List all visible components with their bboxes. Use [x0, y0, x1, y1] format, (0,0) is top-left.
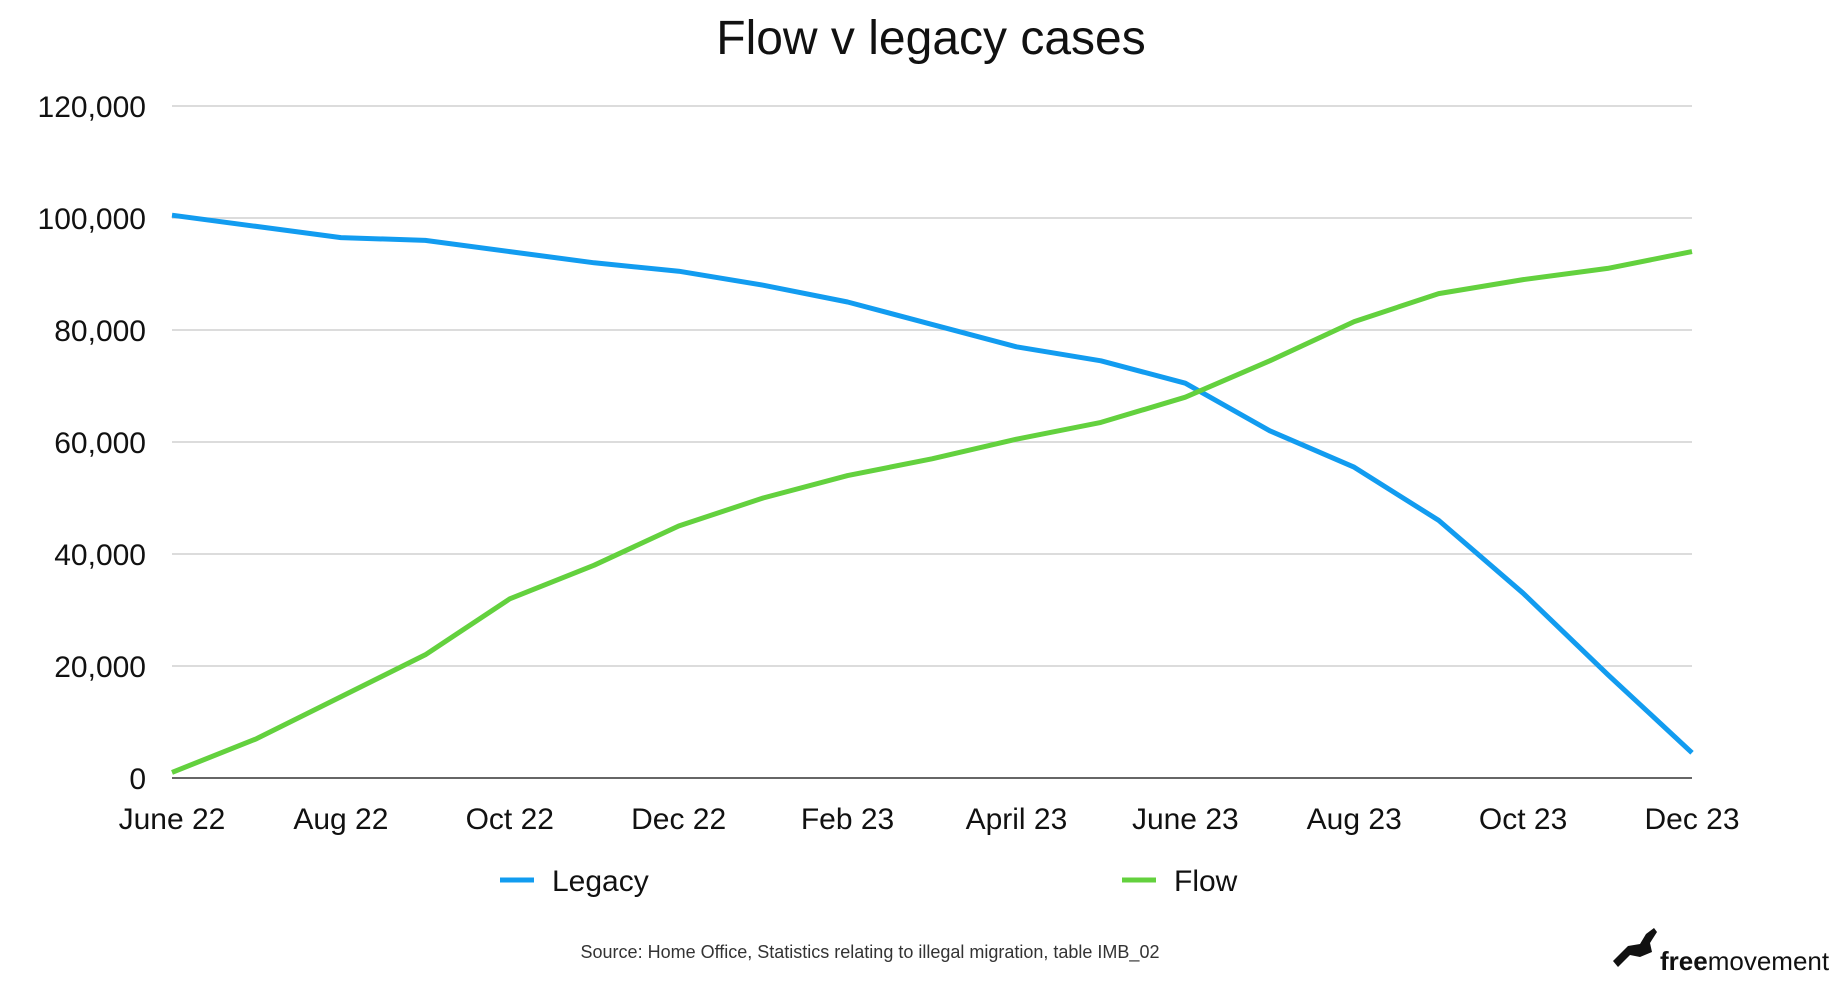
x-axis: June 22 Aug 22 Oct 22 Dec 22 Feb 23 April 23 J… — [119, 803, 1740, 836]
x-tick-label: June 23 — [1132, 803, 1239, 836]
x-tick-label: Oct 23 — [1479, 803, 1567, 836]
x-tick-label: Aug 22 — [293, 803, 388, 836]
y-tick-label: 120,000 — [38, 91, 146, 124]
legend-label: Legacy — [552, 865, 649, 898]
y-tick-label: 40,000 — [54, 539, 146, 572]
logo-text: freemovement — [1660, 946, 1830, 976]
y-tick-label: 80,000 — [54, 315, 146, 348]
series-line-flow — [171, 249, 1693, 775]
y-tick-label: 20,000 — [54, 651, 146, 684]
x-tick-label: April 23 — [966, 803, 1068, 836]
y-tick-label: 0 — [129, 763, 146, 796]
y-tick-label: 100,000 — [38, 203, 146, 236]
chart-title: Flow v legacy cases — [716, 12, 1146, 65]
x-tick-label: Dec 23 — [1644, 803, 1739, 836]
series-lines — [171, 212, 1694, 775]
logo-text-bold: free — [1660, 946, 1708, 976]
y-axis: 0 20,000 40,000 60,000 80,000 100,000 120,000 — [38, 91, 146, 796]
source-note: Source: Home Office, Statistics relating… — [581, 942, 1160, 963]
x-tick-label: Feb 23 — [801, 803, 894, 836]
x-tick-label: Aug 23 — [1307, 803, 1402, 836]
legend-item-legacy: Legacy — [500, 865, 649, 898]
legend: Legacy Flow — [500, 865, 1238, 898]
x-tick-label: June 22 — [119, 803, 226, 836]
legend-item-flow: Flow — [1122, 865, 1238, 898]
series-line-legacy — [171, 212, 1694, 755]
y-tick-label: 60,000 — [54, 427, 146, 460]
grid-lines — [172, 105, 1692, 779]
bird-icon — [1613, 928, 1657, 967]
x-tick-label: Dec 22 — [631, 803, 726, 836]
x-tick-label: Oct 22 — [466, 803, 554, 836]
legend-label: Flow — [1174, 865, 1238, 898]
freemovement-logo: freemovement — [1613, 928, 1830, 976]
logo-text-light: movement — [1708, 946, 1830, 976]
